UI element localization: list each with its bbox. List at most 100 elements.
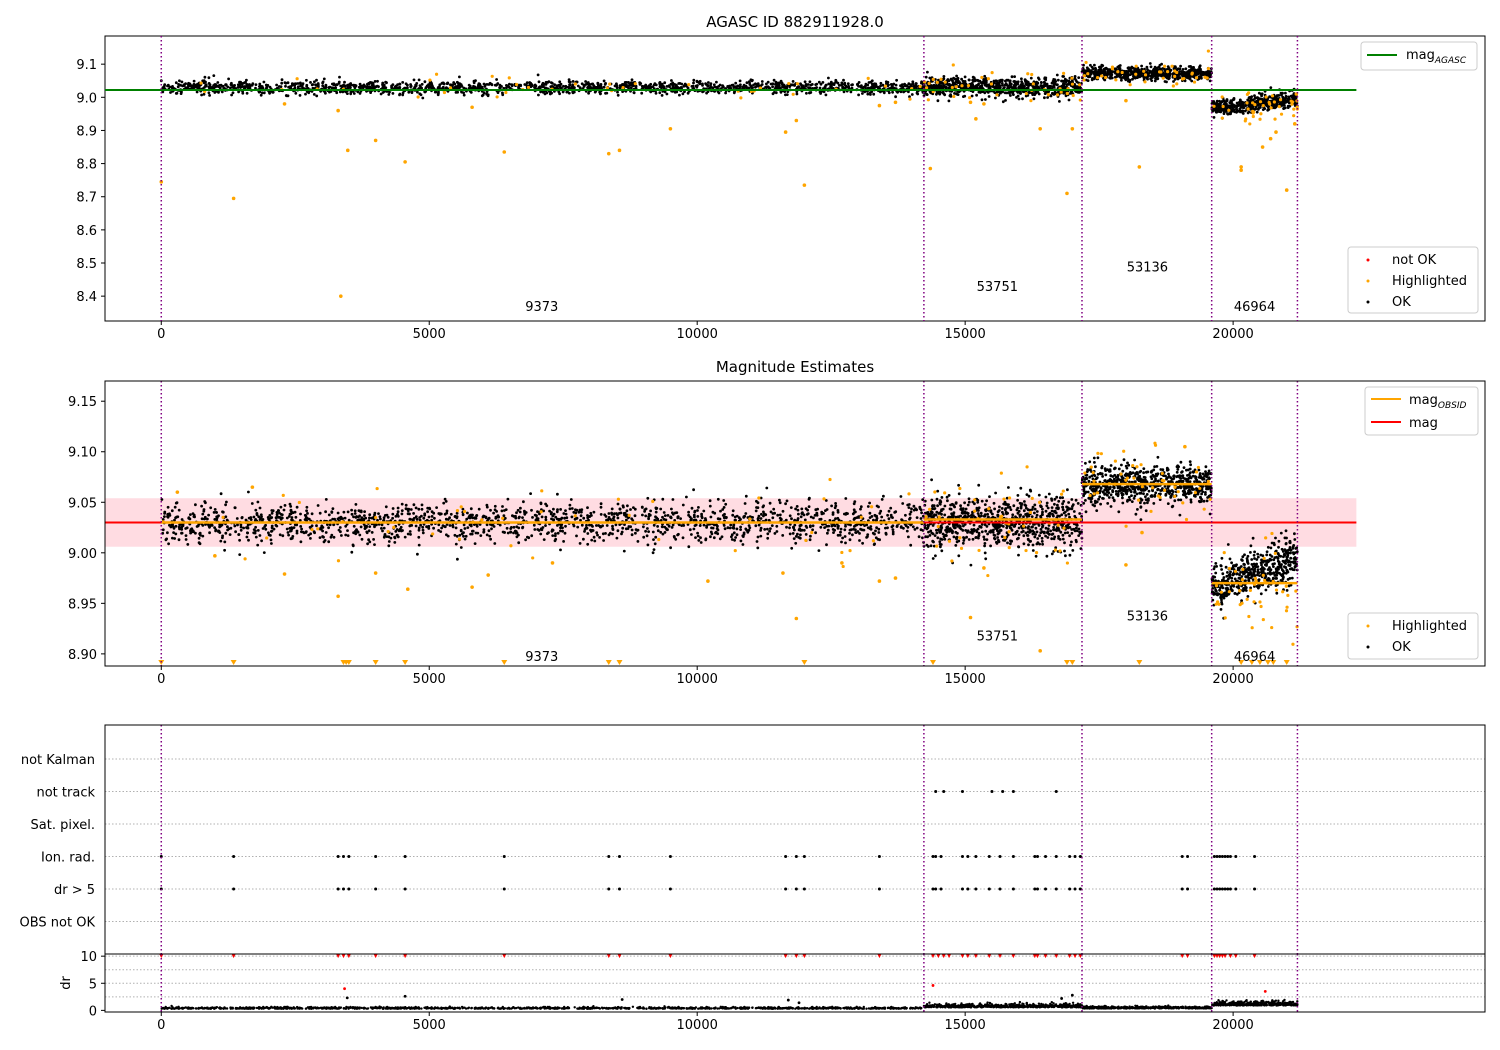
data-point (716, 497, 720, 501)
data-point (433, 516, 436, 520)
data-point (589, 511, 593, 515)
highlighted-point (1245, 92, 1249, 97)
data-point (1118, 64, 1122, 67)
data-point (542, 538, 546, 541)
data-point (166, 505, 170, 509)
data-point (262, 91, 266, 95)
data-point (258, 85, 261, 88)
data-point (475, 514, 478, 518)
data-point (1235, 110, 1238, 114)
data-point (287, 533, 290, 537)
data-point (554, 515, 558, 519)
data-point (352, 524, 356, 528)
data-point (238, 80, 241, 84)
data-point (377, 512, 380, 515)
data-point (416, 90, 419, 94)
data-point (616, 93, 620, 97)
data-point (790, 517, 793, 521)
data-point (870, 82, 874, 86)
data-point (1149, 74, 1153, 78)
data-point (1000, 82, 1004, 85)
data-point (213, 508, 217, 511)
data-point (537, 93, 540, 97)
data-point (464, 534, 468, 538)
data-point (296, 82, 300, 85)
data-point (844, 524, 847, 528)
data-point (1103, 68, 1106, 72)
data-point (1050, 81, 1054, 85)
highlighted-point (1120, 70, 1124, 75)
data-point (564, 84, 568, 88)
data-point (362, 85, 365, 89)
data-point (299, 82, 302, 86)
data-point (615, 536, 619, 540)
data-point (670, 526, 674, 529)
y-tick-label: 8.7 (76, 191, 97, 206)
data-point (467, 83, 471, 87)
data-point (440, 526, 443, 530)
data-point (622, 549, 626, 553)
data-point (551, 534, 555, 537)
data-point (378, 515, 382, 519)
data-point (731, 513, 735, 517)
data-point (744, 512, 748, 515)
highlighted-point (989, 82, 994, 86)
highlighted-point (1220, 95, 1224, 99)
data-point (279, 513, 283, 516)
data-point (892, 82, 896, 86)
data-point (277, 85, 281, 88)
data-point (869, 527, 873, 531)
data-point (713, 511, 717, 515)
data-point (705, 91, 708, 95)
data-point (884, 531, 888, 535)
data-point (180, 518, 184, 521)
data-point (1075, 80, 1079, 84)
data-point (437, 529, 440, 532)
data-point (857, 515, 860, 519)
data-point (164, 538, 168, 542)
legend-subscript: AGASC (1434, 56, 1467, 66)
data-point (1212, 116, 1216, 119)
data-point (249, 516, 253, 519)
data-point (873, 532, 876, 536)
data-point (299, 512, 302, 516)
data-point (247, 538, 250, 542)
data-point (718, 517, 722, 521)
data-point (418, 516, 422, 519)
data-point (642, 535, 646, 539)
data-point (482, 528, 486, 532)
data-point (181, 84, 184, 88)
data-point (327, 526, 330, 530)
data-point (656, 525, 659, 528)
data-point (407, 90, 411, 94)
data-point (523, 512, 527, 516)
data-point (544, 515, 548, 519)
data-point (870, 85, 874, 88)
data-point (203, 75, 207, 79)
highlighted-point (1110, 65, 1115, 69)
data-point (720, 535, 724, 539)
data-point (1158, 63, 1162, 67)
data-point (765, 486, 769, 490)
data-point (662, 86, 666, 89)
data-point (827, 76, 830, 80)
data-point (939, 80, 942, 84)
data-point (1293, 96, 1296, 100)
data-point (660, 525, 664, 529)
legend-entry-highlighted: Highlighted (1392, 274, 1467, 289)
highlighted-point (231, 196, 236, 201)
data-point (907, 506, 911, 509)
data-point (370, 83, 374, 87)
data-point (799, 515, 803, 519)
data-point (756, 506, 760, 510)
data-point (756, 546, 760, 550)
data-point (398, 92, 402, 96)
highlighted-point (1114, 78, 1118, 82)
data-point (1241, 112, 1245, 115)
data-point (453, 82, 457, 86)
data-point (1046, 96, 1049, 99)
data-point (768, 529, 771, 533)
data-point (536, 73, 540, 77)
data-point (394, 514, 398, 518)
data-point (230, 93, 234, 97)
